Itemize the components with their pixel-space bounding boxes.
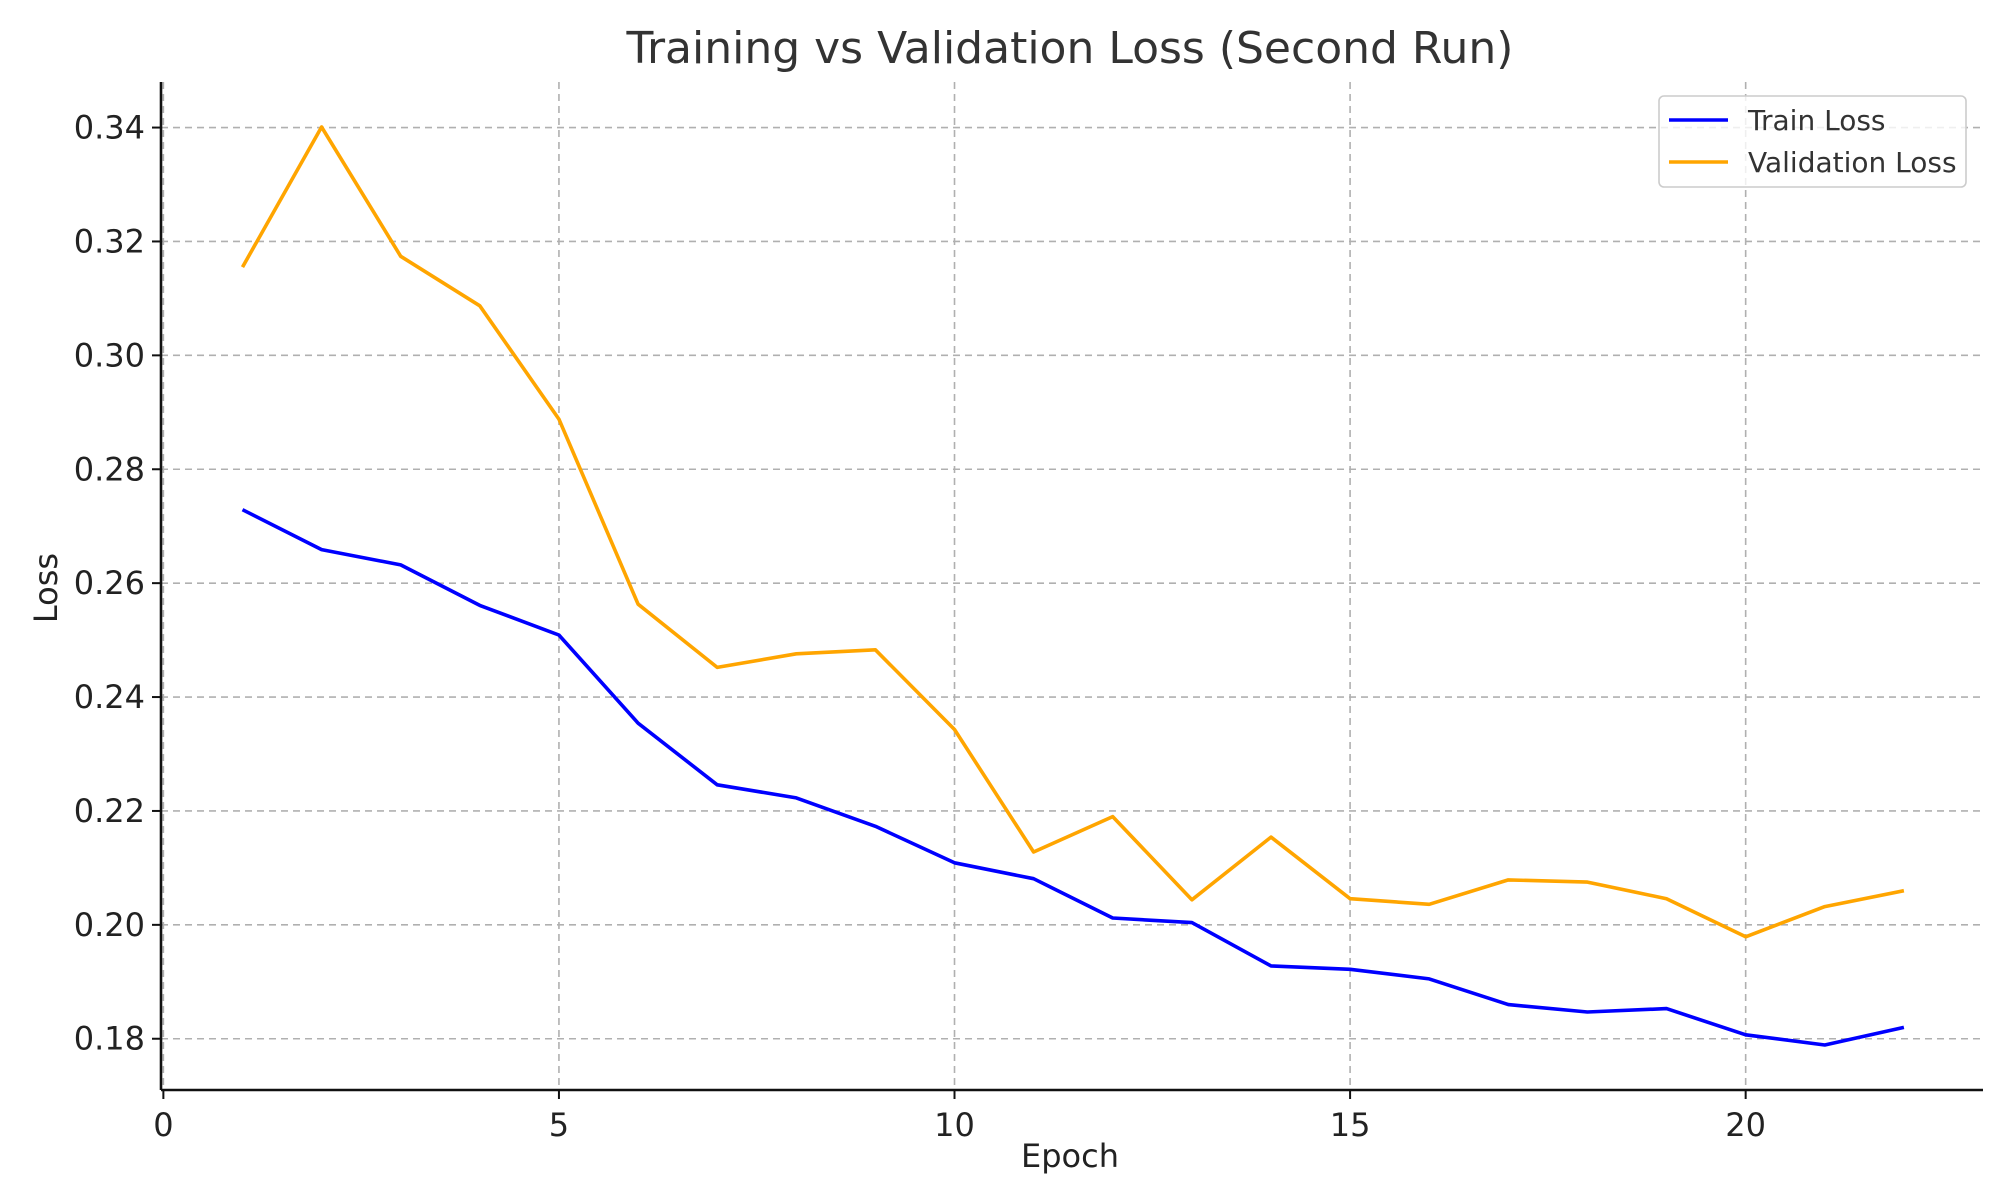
x-tick-label: 10 [934, 1106, 975, 1144]
legend-label-train-loss: Train Loss [1747, 104, 1886, 137]
y-tick-label: 0.30 [74, 336, 145, 374]
y-tick-label: 0.20 [74, 906, 145, 944]
y-tick-label: 0.34 [74, 109, 145, 147]
chart-title: Training vs Validation Loss (Second Run) [626, 23, 1514, 74]
tick-labels: 0 5 10 15 20 0.18 0.20 0.22 0.24 0.26 0.28 0.30 0.32… [74, 109, 1766, 1144]
y-tick-label: 0.32 [74, 222, 145, 260]
y-tick-label: 0.28 [74, 450, 145, 488]
legend: Train Loss Validation Loss [1658, 95, 1967, 188]
y-tick-label: 0.26 [74, 564, 145, 602]
x-tick-label: 0 [153, 1106, 173, 1144]
y-tick-label: 0.18 [74, 1020, 145, 1058]
x-tick-label: 5 [549, 1106, 569, 1144]
x-axis-label: Epoch [1021, 1137, 1119, 1175]
y-tick-label: 0.24 [74, 678, 145, 716]
x-tick-label: 20 [1725, 1106, 1766, 1144]
x-tick-label: 15 [1330, 1106, 1371, 1144]
y-tick-label: 0.22 [74, 792, 145, 830]
validation-loss-line [240, 125, 1905, 939]
series-lines [240, 125, 1905, 1047]
train-loss-line [241, 508, 1905, 1047]
legend-label-validation-loss: Validation Loss [1748, 146, 1957, 179]
y-axis-label: Loss [27, 553, 65, 623]
legend-box [1658, 95, 1967, 188]
axes [152, 82, 1983, 1099]
